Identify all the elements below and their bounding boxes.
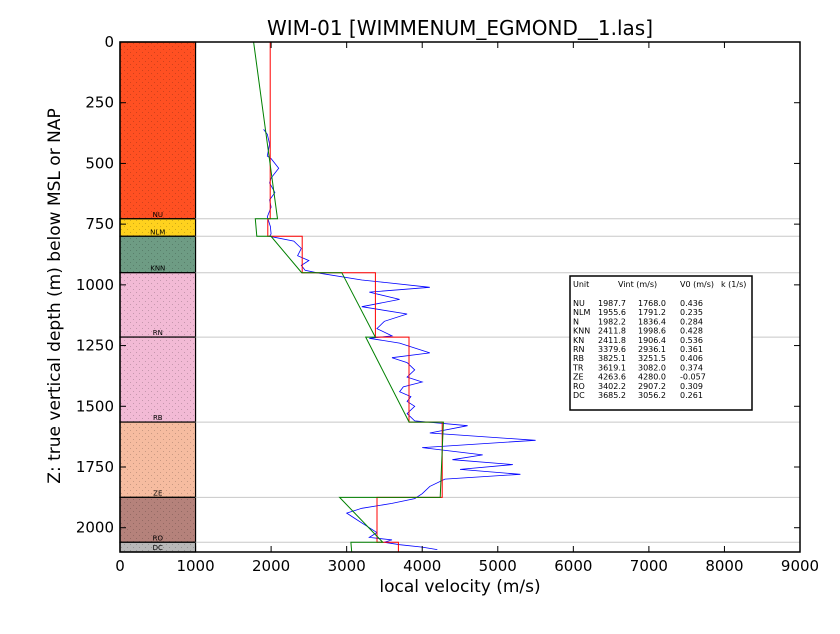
legend-cell: 1955.6 [598, 308, 626, 317]
legend-cell: 3379.6 [598, 345, 626, 354]
legend-cell: 1768.0 [638, 299, 666, 308]
legend-cell: 0.361 [680, 345, 703, 354]
legend-cell: 2411.8 [598, 327, 626, 336]
legend-box: Unit Vint (m/s) V0 (m/s) k (1/s) NU 1987.7 176… [569, 275, 753, 411]
lith-texture [120, 337, 196, 423]
legend-cell: 1998.6 [638, 327, 666, 336]
legend-cell: ZE [573, 373, 584, 382]
lith-label: NU [153, 211, 163, 219]
lith-texture [120, 42, 196, 219]
lith-label: NLM [150, 228, 165, 236]
lith-texture [120, 272, 196, 338]
x-tick-label: 6000 [554, 557, 592, 575]
y-axis-label: Z: true vertical depth (m) below MSL or … [45, 108, 65, 483]
y-tick-label: 1250 [76, 337, 114, 355]
legend-cell: 3056.2 [638, 391, 666, 400]
y-tick-label: 750 [85, 215, 114, 233]
legend-cell: 3619.1 [598, 363, 626, 372]
legend-cell: 1987.7 [598, 299, 626, 308]
legend-cell: 4280.0 [638, 373, 666, 382]
series-line-2 [253, 41, 444, 553]
legend-cell: 0.235 [680, 308, 703, 317]
legend-header-cell: k (1/s) [721, 280, 746, 289]
plot-frame [119, 41, 801, 553]
legend-header-cell: Vint (m/s) [618, 280, 657, 289]
lith-label: KNN [150, 265, 165, 273]
x-tick-label: 2000 [252, 557, 290, 575]
legend-frame [569, 275, 753, 411]
legend-cell: 1906.4 [638, 336, 666, 345]
legend-cell: 0.284 [680, 317, 703, 326]
y-tick-label: 1750 [76, 458, 114, 476]
legend-cell: 0.436 [680, 299, 703, 308]
legend-cell: 2411.8 [598, 336, 626, 345]
legend-cell: 2907.2 [638, 382, 666, 391]
legend-cell: 0.261 [680, 391, 703, 400]
y-tick-label: 0 [104, 33, 114, 51]
legend-cell: 1791.2 [638, 308, 666, 317]
x-tick-label: 9000 [781, 557, 819, 575]
lith-texture [120, 236, 196, 273]
legend-cell: 3251.5 [638, 354, 666, 363]
legend-cell: 0.309 [680, 382, 703, 391]
series-layer [253, 41, 536, 553]
y-tick-label: 1500 [76, 397, 114, 415]
legend-cell: 0.536 [680, 336, 703, 345]
legend-cell: RO [573, 382, 585, 391]
legend-cell: 3685.2 [598, 391, 626, 400]
x-tick-label: 4000 [403, 557, 441, 575]
x-tick-label: 8000 [705, 557, 743, 575]
series-line-0 [263, 129, 536, 550]
lith-label: ZE [153, 489, 162, 497]
legend-cell: RB [573, 354, 584, 363]
x-tick-label: 5000 [479, 557, 517, 575]
x-tick-label: 7000 [630, 557, 668, 575]
legend-cell: 4263.6 [598, 373, 626, 382]
legend-cell: NLM [573, 308, 590, 317]
lith-label: RO [153, 534, 164, 542]
legend-cell: 3082.0 [638, 363, 666, 372]
legend-cell: 3825.1 [598, 354, 626, 363]
legend-cell: 0.406 [680, 354, 703, 363]
lith-label: RB [153, 414, 163, 422]
lith-label: RN [153, 329, 163, 337]
legend-cell: RN [573, 345, 585, 354]
y-tick-label: 500 [85, 154, 114, 172]
legend-cell: 0.374 [680, 363, 703, 372]
x-axis-label: local velocity (m/s) [379, 577, 540, 597]
chart-title: WIM-01 [WIMMENUM_EGMOND__1.las] [267, 16, 653, 40]
legend-cell: 3402.2 [598, 382, 626, 391]
legend-cell: 1982.2 [598, 317, 626, 326]
legend-cell: KNN [573, 327, 590, 336]
legend-cell: DC [573, 391, 585, 400]
boundary-lines [195, 218, 800, 543]
y-axis-ticks: 0 250 500 750 1000 1250 1500 1750 2000 [76, 33, 800, 537]
legend-cell: N [573, 317, 579, 326]
x-tick-label: 0 [115, 557, 125, 575]
lith-texture [120, 497, 196, 543]
x-tick-label: 3000 [328, 557, 366, 575]
y-tick-label: 250 [85, 94, 114, 112]
y-tick-label: 1000 [76, 276, 114, 294]
legend-header-cell: V0 (m/s) [680, 280, 714, 289]
lithology-column: NU NLM KNN RN RB ZE RO DC [119, 41, 197, 553]
x-tick-label: 1000 [176, 557, 214, 575]
lith-texture [120, 542, 196, 552]
lith-texture [120, 422, 196, 498]
legend-cell: TR [572, 363, 584, 372]
legend-cell: 2936.1 [638, 345, 666, 354]
lith-texture [120, 218, 196, 237]
legend-cell: 1836.4 [638, 317, 666, 326]
legend-cell: -0.057 [680, 373, 706, 382]
lith-label: DC [153, 544, 163, 552]
x-axis-ticks: 0 1000 2000 3000 4000 5000 6000 7000 8000 9000 [115, 42, 819, 575]
legend-cell: NU [573, 299, 585, 308]
legend-cell: 0.428 [680, 327, 703, 336]
y-tick-label: 2000 [76, 519, 114, 537]
legend-header-cell: Unit [573, 280, 589, 289]
series-line-1 [267, 42, 443, 552]
legend-cell: KN [573, 336, 584, 345]
